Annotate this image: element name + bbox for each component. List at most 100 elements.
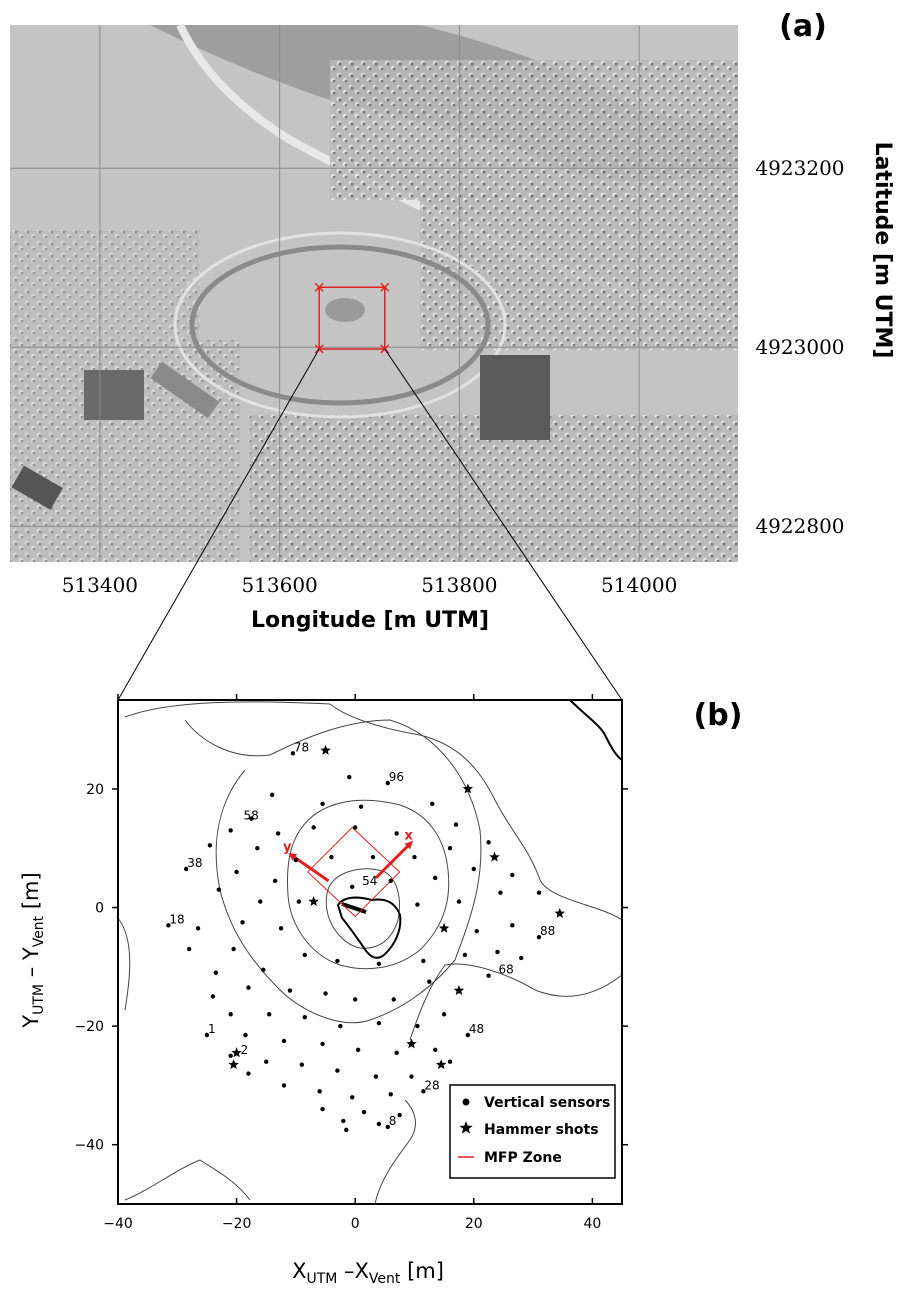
sensor-point <box>269 792 275 798</box>
sensor-label: 96 <box>389 770 404 784</box>
sensor-point <box>347 774 352 780</box>
hammer-shot-points <box>228 744 565 1070</box>
sensor-point <box>311 825 316 830</box>
mfp-zone-outline <box>307 826 401 918</box>
sensor-point <box>447 846 453 851</box>
legend: Vertical sensors Hammer shots MFP Zone <box>449 1084 616 1179</box>
x-axis-label-a: Longitude [m UTM] <box>251 608 489 633</box>
sensor-label: 48 <box>469 1022 484 1036</box>
hammer-shot-point <box>406 1038 417 1049</box>
sensor-point <box>302 1015 307 1020</box>
sensor-point <box>299 1062 305 1067</box>
sensor-point <box>519 955 524 961</box>
y-tick-label-b: −40 <box>74 1138 104 1154</box>
sensor-point <box>352 825 358 830</box>
hammer-shot-point <box>228 1059 239 1070</box>
zoom-connector-lines <box>117 348 623 701</box>
sensor-point <box>427 979 432 984</box>
sensor-point <box>264 1059 269 1064</box>
sensor-point <box>486 973 491 978</box>
contour-south <box>374 1099 416 1205</box>
sensor-point <box>246 985 251 990</box>
sensor-point <box>358 804 364 809</box>
x-label-unit: [m] <box>400 1259 444 1283</box>
sensor-point <box>166 923 171 928</box>
topographic-contours <box>117 699 623 1205</box>
sensor-point <box>287 988 293 993</box>
sensor-point <box>243 1032 248 1038</box>
sensor-point <box>510 872 515 878</box>
sensor-point <box>228 1053 233 1058</box>
housing-west <box>10 230 200 340</box>
sensor-point <box>394 831 399 836</box>
inset-corner-mark <box>380 344 390 354</box>
sensor-point <box>453 822 459 827</box>
plot-frame-b <box>117 699 623 1205</box>
y-axis-label-a: Latitude [m UTM] <box>870 142 895 359</box>
hammer-shot-point <box>489 851 500 862</box>
vent-outline <box>336 896 402 959</box>
hillshade-map <box>10 23 739 562</box>
sensor-point <box>388 878 393 884</box>
hammer-shot-point <box>231 1047 242 1058</box>
sensor-label: 8 <box>389 1114 397 1128</box>
sensor-point <box>397 1112 402 1118</box>
crater-rim-highlight <box>173 231 507 419</box>
x-label-sub-utm: UTM <box>306 1271 337 1287</box>
sensor-point <box>498 890 503 895</box>
y-tick-label-b: 20 <box>86 782 104 798</box>
x-axis-label-b: XUTM –XVent [m] <box>292 1259 444 1287</box>
x-label-minus: –X <box>337 1259 369 1283</box>
large-building <box>480 355 550 440</box>
x-tick-label-b: 20 <box>465 1216 483 1232</box>
contour-southwest <box>124 1159 251 1201</box>
sensor-point <box>341 1118 346 1124</box>
sensor-point <box>486 840 491 845</box>
building-sw <box>11 465 63 510</box>
hammer-shot-point <box>438 922 450 933</box>
sensor-point <box>412 854 417 860</box>
sensor-label: 2 <box>241 1043 249 1057</box>
sensor-point <box>296 899 302 904</box>
sensor-point <box>234 869 239 875</box>
y-axis-label-b: YUTM – YVent [m] <box>19 872 47 1028</box>
sensor-point <box>376 1121 382 1127</box>
sensor-point <box>510 923 515 928</box>
sensor-point <box>272 878 278 884</box>
sensor-point <box>350 1095 355 1100</box>
sensor-point <box>421 958 426 964</box>
y-tick-label-b: −20 <box>74 1019 104 1035</box>
legend-star-symbol <box>459 1121 473 1134</box>
sensor-label: 54 <box>362 874 377 888</box>
sensor-point <box>320 1041 325 1047</box>
sensor-label: 1 <box>208 1022 216 1036</box>
sensor-point <box>281 1038 287 1044</box>
sensor-point <box>495 949 500 955</box>
sensor-point <box>207 843 213 848</box>
x-tick-label-b: −20 <box>222 1216 252 1232</box>
hammer-shot-point <box>453 985 465 995</box>
sensor-point <box>474 929 479 934</box>
legend-sensor-symbol <box>462 1098 470 1106</box>
sensor-point <box>415 1023 420 1029</box>
y-tick-label-a: 4922800 <box>755 514 844 538</box>
sensor-point <box>320 801 325 806</box>
x-tick-label-a: 513600 <box>241 573 317 597</box>
mfp-axis-label-x: x <box>405 828 414 843</box>
sensor-point <box>536 890 542 895</box>
x-tick-label-b: 0 <box>351 1216 360 1232</box>
x-label-x: X <box>292 1259 306 1283</box>
x-tick-label-a: 514000 <box>601 573 677 597</box>
contour-outer-north <box>124 701 623 921</box>
x-tick-label-b: 40 <box>583 1216 601 1232</box>
x-tick-label-a: 513400 <box>62 573 138 597</box>
sensor-point <box>246 1071 251 1076</box>
mfp-axis-arrow-x <box>374 840 413 879</box>
sensor-point <box>376 961 382 967</box>
sensor-point <box>213 970 219 975</box>
sensor-point <box>394 1050 399 1056</box>
building-row <box>150 361 220 419</box>
forest-east <box>420 190 738 350</box>
sensor-point <box>216 887 221 892</box>
